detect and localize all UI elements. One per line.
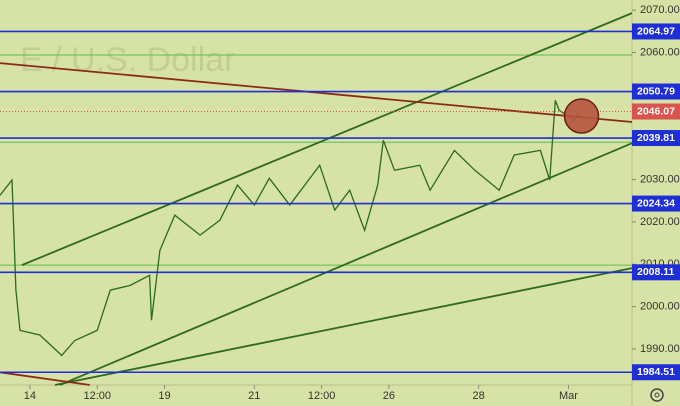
settings-icon[interactable] xyxy=(654,392,660,398)
y-tick-label: 2030.00 xyxy=(640,173,680,185)
current-price-badge xyxy=(632,103,680,120)
level-label: 2064.97 xyxy=(637,25,675,37)
y-tick-label: 1990.00 xyxy=(640,343,680,355)
level-label: 2039.81 xyxy=(637,132,675,144)
watermark: E / U.S. Dollar xyxy=(20,41,235,79)
y-tick-label: 2070.00 xyxy=(640,4,680,16)
y-tick-label: 2000.00 xyxy=(640,301,680,313)
x-tick-label: 21 xyxy=(248,390,260,402)
level-badge xyxy=(632,23,680,40)
x-tick-label: 12:00 xyxy=(83,390,111,402)
level-badge xyxy=(632,83,680,100)
y-tick-label: 2060.00 xyxy=(640,46,680,58)
settings-icon[interactable] xyxy=(650,388,664,402)
trend-line xyxy=(0,62,633,123)
level-label: 2008.11 xyxy=(637,266,675,278)
x-tick-label: 14 xyxy=(24,390,36,402)
highlight-marker xyxy=(563,98,600,134)
x-tick-label: 28 xyxy=(473,390,485,402)
current-price-label: 2046.07 xyxy=(637,105,675,117)
y-tick-label: 2020.00 xyxy=(640,216,680,228)
x-tick-label: Mar xyxy=(559,390,578,402)
price-line xyxy=(0,100,581,357)
trend-line xyxy=(59,142,633,386)
level-label: 2050.79 xyxy=(637,85,675,97)
x-tick-label: 19 xyxy=(158,390,170,402)
level-label: 2024.34 xyxy=(637,197,675,209)
trend-line xyxy=(0,371,90,386)
x-tick-label: 26 xyxy=(383,390,395,402)
trend-line xyxy=(21,12,633,266)
level-badge xyxy=(632,195,680,212)
x-tick-label: 12:00 xyxy=(308,390,336,402)
trend-line xyxy=(54,267,633,386)
level-badge xyxy=(632,130,680,147)
level-label: 1984.51 xyxy=(637,366,675,378)
settings-icon[interactable] xyxy=(650,388,664,402)
level-badge xyxy=(632,364,680,381)
level-badge xyxy=(632,264,680,281)
